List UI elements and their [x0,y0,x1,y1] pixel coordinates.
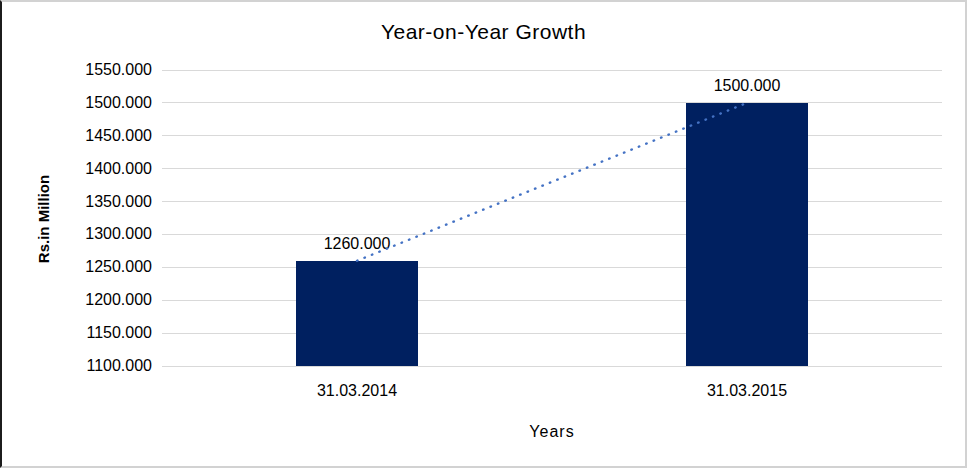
y-tick-label: 1300.000 [2,225,152,243]
y-tick-label: 1500.000 [2,94,152,112]
y-axis-title: Rs.in Million [35,175,52,263]
y-tick-label: 1400.000 [2,160,152,178]
y-tick-label: 1150.000 [2,324,152,342]
chart-frame: Year-on-Year Growth Rs.in Million 1100.0… [0,0,967,468]
gridline [162,366,942,367]
gridline [162,201,942,202]
gridline [162,300,942,301]
bar-31.03.2014 [296,261,418,366]
gridline [162,168,942,169]
y-tick-label: 1250.000 [2,258,152,276]
x-axis-title: Years [162,423,942,441]
bar-31.03.2015 [686,103,808,366]
x-tick-label: 31.03.2015 [667,382,827,400]
data-label: 1500.000 [667,76,827,95]
y-tick-label: 1550.000 [2,61,152,79]
gridline [162,267,942,268]
data-label: 1260.000 [277,234,437,253]
y-tick-label: 1100.000 [2,357,152,375]
gridline [162,135,942,136]
gridline [162,333,942,334]
y-tick-label: 1200.000 [2,291,152,309]
y-tick-label: 1450.000 [2,127,152,145]
gridline [162,102,942,103]
gridline [162,70,942,71]
y-tick-label: 1350.000 [2,193,152,211]
chart-title: Year-on-Year Growth [2,20,965,44]
x-tick-label: 31.03.2014 [277,382,437,400]
